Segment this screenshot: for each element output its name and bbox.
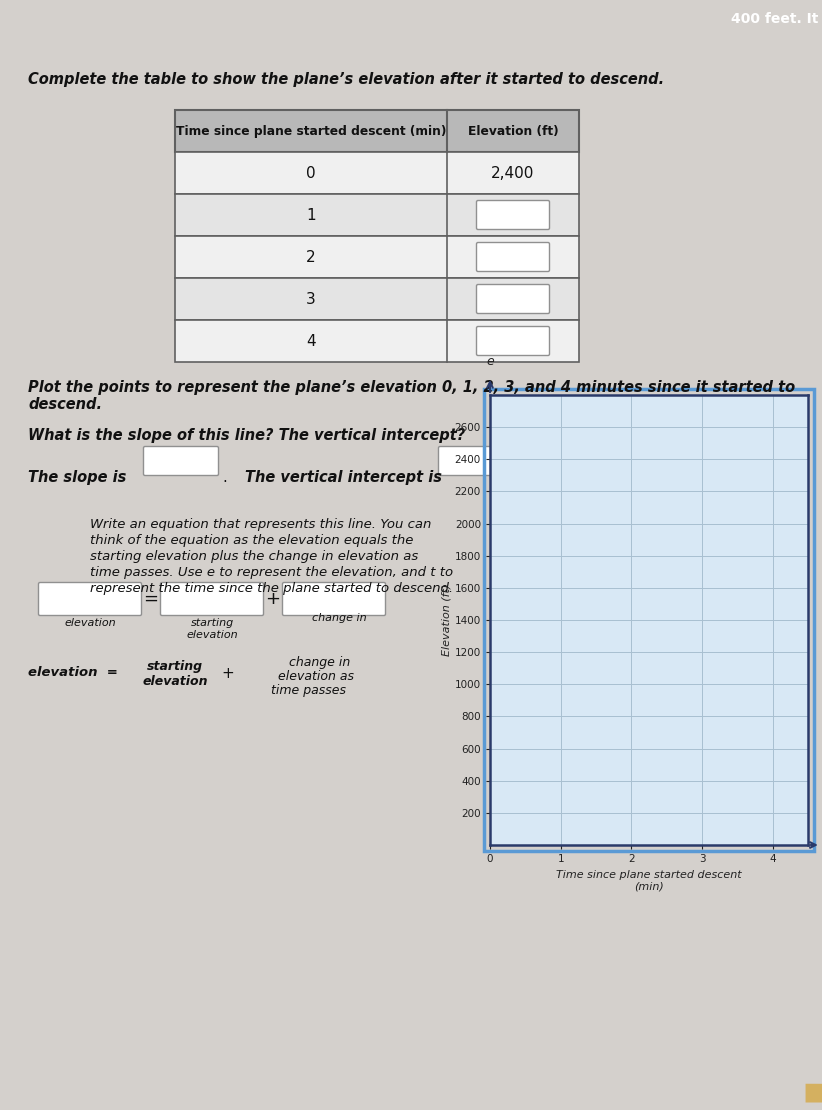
Text: 4: 4 (306, 333, 316, 349)
FancyBboxPatch shape (477, 284, 549, 313)
Text: .: . (222, 470, 227, 485)
Text: +: + (222, 666, 234, 682)
Text: 0: 0 (306, 165, 316, 181)
Text: starting: starting (147, 660, 203, 673)
FancyBboxPatch shape (283, 583, 386, 616)
Text: =: = (144, 591, 159, 608)
Text: .: . (515, 470, 520, 485)
Bar (484, 388, 814, 851)
FancyBboxPatch shape (39, 583, 141, 616)
Bar (175, 320, 579, 362)
Text: elevation: elevation (142, 675, 208, 688)
Text: 1: 1 (306, 208, 316, 222)
Bar (175, 236, 579, 278)
Text: time passes. Use e to represent the elevation, and t to: time passes. Use e to represent the elev… (90, 566, 453, 579)
Text: starting elevation plus the change in elevation as: starting elevation plus the change in el… (90, 549, 418, 563)
Y-axis label: Elevation (ft): Elevation (ft) (442, 584, 452, 656)
Text: Plot the points to represent the plane’s elevation 0, 1, 2, 3, and 4 minutes sin: Plot the points to represent the plane’s… (28, 380, 795, 413)
Bar (175, 152, 579, 194)
Text: 400 feet. It: 400 feet. It (731, 12, 818, 27)
Text: Complete the table to show the plane’s elevation after it started to descend.: Complete the table to show the plane’s e… (28, 72, 664, 87)
Text: The slope is: The slope is (28, 470, 127, 485)
Text: change in: change in (289, 656, 351, 669)
Text: The vertical intercept is: The vertical intercept is (245, 470, 442, 485)
Text: change in: change in (312, 613, 367, 623)
Text: 2,400: 2,400 (492, 165, 534, 181)
Text: Time since plane started descent (min): Time since plane started descent (min) (176, 124, 446, 138)
Text: represent the time since the plane started to descend.: represent the time since the plane start… (90, 582, 453, 595)
Text: elevation  =: elevation = (28, 666, 118, 679)
Text: 3: 3 (306, 292, 316, 306)
Text: think of the equation as the elevation equals the: think of the equation as the elevation e… (90, 534, 413, 547)
Text: starting
elevation: starting elevation (187, 618, 238, 639)
FancyBboxPatch shape (477, 201, 549, 230)
Text: time passes: time passes (270, 684, 345, 697)
FancyBboxPatch shape (160, 583, 264, 616)
Text: elevation: elevation (64, 618, 116, 628)
Bar (175, 110, 579, 152)
Text: What is the slope of this line? The vertical intercept?: What is the slope of this line? The vert… (28, 428, 465, 443)
X-axis label: Time since plane started descent
(min): Time since plane started descent (min) (556, 869, 741, 891)
Bar (175, 194, 579, 236)
FancyBboxPatch shape (438, 446, 514, 475)
Text: Write an equation that represents this line. You can: Write an equation that represents this l… (90, 518, 432, 531)
FancyBboxPatch shape (144, 446, 219, 475)
Text: +: + (266, 591, 280, 608)
Text: e: e (486, 355, 494, 369)
Text: elevation as: elevation as (278, 670, 354, 683)
FancyBboxPatch shape (477, 326, 549, 355)
Wedge shape (806, 1083, 822, 1102)
FancyBboxPatch shape (477, 242, 549, 272)
Text: 2: 2 (306, 250, 316, 264)
Text: Elevation (ft): Elevation (ft) (468, 124, 558, 138)
Bar (175, 278, 579, 320)
